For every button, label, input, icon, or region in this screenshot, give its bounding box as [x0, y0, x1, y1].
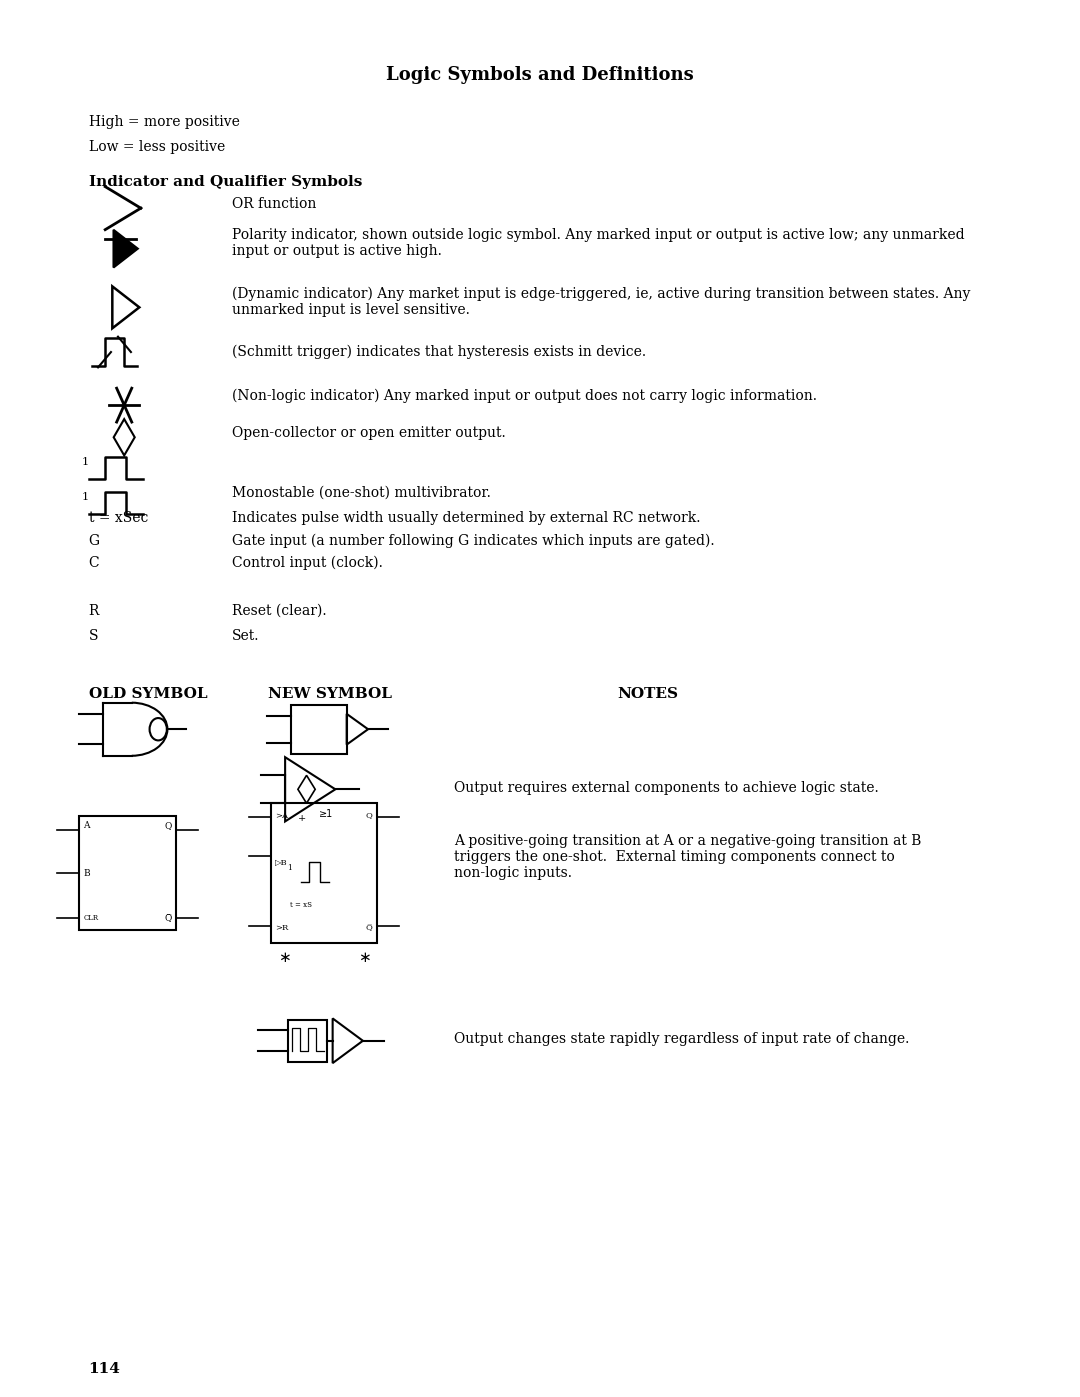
- Text: G: G: [89, 534, 99, 548]
- Text: ▷B: ▷B: [275, 859, 288, 868]
- Text: R: R: [89, 604, 99, 617]
- Text: (Non-logic indicator) Any marked input or output does not carry logic informatio: (Non-logic indicator) Any marked input o…: [232, 388, 818, 402]
- Text: A positive-going transition at A or a negative-going transition at B
triggers th: A positive-going transition at A or a ne…: [454, 834, 921, 880]
- Text: OLD SYMBOL: OLD SYMBOL: [89, 687, 207, 701]
- Text: t = xSec: t = xSec: [89, 511, 148, 525]
- Text: 1: 1: [287, 863, 292, 872]
- Text: t = xS: t = xS: [291, 901, 312, 909]
- Text: Polarity indicator, shown outside logic symbol. Any marked input or output is ac: Polarity indicator, shown outside logic …: [232, 228, 964, 258]
- Text: Q̅: Q̅: [164, 914, 172, 922]
- Text: 1: 1: [82, 492, 90, 503]
- Text: Reset (clear).: Reset (clear).: [232, 604, 327, 617]
- Text: Q: Q: [366, 812, 373, 820]
- Text: CLR: CLR: [83, 914, 98, 922]
- Text: ≥1: ≥1: [319, 809, 334, 819]
- Text: Logic Symbols and Definitions: Logic Symbols and Definitions: [387, 66, 693, 84]
- Text: Low = less positive: Low = less positive: [89, 140, 225, 154]
- Text: C: C: [89, 556, 99, 570]
- Text: B: B: [83, 869, 90, 877]
- Text: Indicator and Qualifier Symbols: Indicator and Qualifier Symbols: [89, 175, 362, 189]
- Text: High = more positive: High = more positive: [89, 115, 240, 129]
- Text: 1: 1: [82, 457, 90, 468]
- Text: NOTES: NOTES: [618, 687, 678, 701]
- Text: NEW SYMBOL: NEW SYMBOL: [268, 687, 392, 701]
- Text: (Dynamic indicator) Any market input is edge-triggered, ie, active during transi: (Dynamic indicator) Any market input is …: [232, 286, 971, 317]
- Text: Indicates pulse width usually determined by external RC network.: Indicates pulse width usually determined…: [232, 511, 701, 525]
- Text: A: A: [83, 821, 90, 830]
- Text: Output changes state rapidly regardless of input rate of change.: Output changes state rapidly regardless …: [454, 1032, 909, 1046]
- Text: (Schmitt trigger) indicates that hysteresis exists in device.: (Schmitt trigger) indicates that hystere…: [232, 345, 646, 359]
- Text: +: +: [298, 813, 306, 823]
- Text: Monostable (one-shot) multivibrator.: Monostable (one-shot) multivibrator.: [232, 486, 491, 500]
- Text: Output requires external components to achieve logic state.: Output requires external components to a…: [454, 781, 878, 795]
- Text: 114: 114: [89, 1362, 121, 1376]
- Text: ∗: ∗: [278, 950, 291, 965]
- Text: >A: >A: [275, 812, 288, 820]
- Text: Q̅: Q̅: [366, 923, 373, 932]
- Text: >R: >R: [275, 923, 288, 932]
- Text: Control input (clock).: Control input (clock).: [232, 556, 383, 570]
- Text: Q: Q: [164, 821, 172, 830]
- Text: Open-collector or open emitter output.: Open-collector or open emitter output.: [232, 426, 505, 440]
- Polygon shape: [113, 231, 138, 268]
- Text: S: S: [89, 629, 98, 643]
- Text: OR function: OR function: [232, 197, 316, 211]
- Text: ∗: ∗: [357, 950, 370, 965]
- Text: Set.: Set.: [232, 629, 259, 643]
- Text: Gate input (a number following G indicates which inputs are gated).: Gate input (a number following G indicat…: [232, 534, 715, 548]
